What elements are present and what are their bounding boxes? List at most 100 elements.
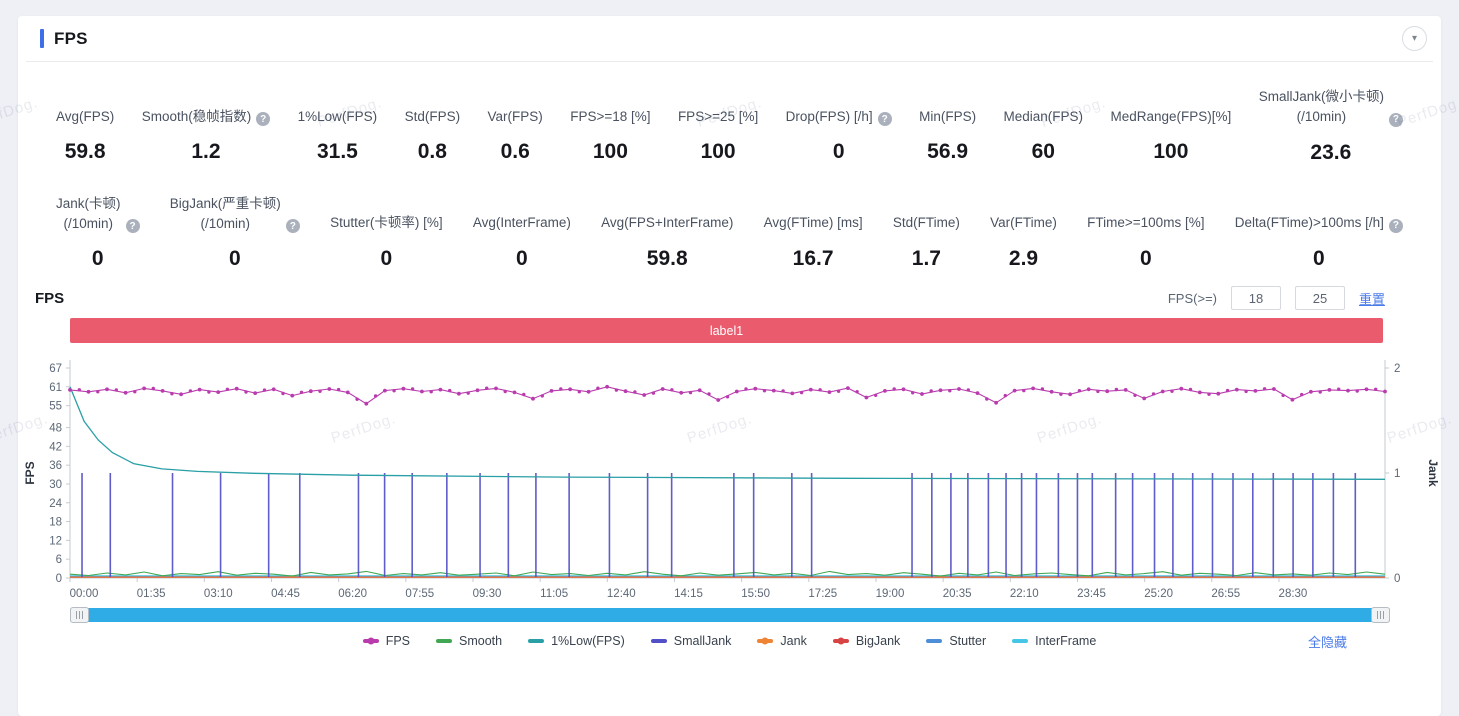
legend-item-bigjank[interactable]: BigJank xyxy=(832,634,901,648)
series-fps xyxy=(68,384,1387,406)
legend-item-smooth[interactable]: Smooth xyxy=(436,634,502,648)
header-divider xyxy=(26,61,1433,62)
metric-value: 0 xyxy=(832,140,845,163)
metric-label: Var(FTime) xyxy=(990,215,1057,231)
chart-scrollbar[interactable] xyxy=(70,607,1390,623)
svg-text:36: 36 xyxy=(49,460,62,472)
metric-value: 0.8 xyxy=(417,140,447,163)
metric-value: 1.7 xyxy=(911,246,941,270)
svg-text:42: 42 xyxy=(49,441,62,453)
panel-title: FPS xyxy=(54,28,88,48)
metric: Avg(FTime) [ms] 16.7 xyxy=(760,194,867,272)
svg-text:04:45: 04:45 xyxy=(271,588,300,600)
series-smooth xyxy=(69,570,1386,577)
help-icon[interactable]: ? xyxy=(1388,218,1403,233)
legend-item-fps[interactable]: FPS xyxy=(362,634,410,648)
series-smalljank xyxy=(81,473,1357,577)
legend-dot xyxy=(837,637,845,645)
metric-value: 1.2 xyxy=(191,140,221,163)
metric: 1%Low(FPS) 31.5 xyxy=(294,87,382,165)
svg-text:07:55: 07:55 xyxy=(405,588,434,600)
metric: Var(FTime) 2.9 xyxy=(986,194,1061,272)
metric: SmallJank(微小卡顿) (/10min)? 23.6 xyxy=(1255,87,1407,165)
metrics-row-2: Jank(卡顿) (/10min)? 0 BigJank(严重卡顿) (/10min… xyxy=(18,194,1441,272)
metric: FTime>=100ms [%] 0 xyxy=(1083,194,1208,272)
svg-text:55: 55 xyxy=(49,401,62,413)
metric-label: FPS>=25 [%] xyxy=(677,108,759,124)
svg-text:2: 2 xyxy=(1394,363,1400,375)
metric: Var(FPS) 0.6 xyxy=(484,87,547,165)
reset-link[interactable]: 重置 xyxy=(1358,291,1385,307)
metric: Avg(InterFrame) 0 xyxy=(469,194,575,272)
metric-value: 59.8 xyxy=(64,140,106,163)
legend-label: BigJank xyxy=(855,634,901,648)
legend-marker xyxy=(1012,639,1029,643)
svg-text:67: 67 xyxy=(49,363,62,375)
legend-item-smalljank[interactable]: SmallJank xyxy=(650,634,731,648)
hide-all-link[interactable]: 全隐藏 xyxy=(1307,635,1347,650)
svg-text:19:00: 19:00 xyxy=(876,588,905,600)
metric: BigJank(严重卡顿) (/10min)? 0 xyxy=(166,194,304,272)
metric-value: 0 xyxy=(516,246,528,270)
svg-text:0: 0 xyxy=(1394,573,1400,585)
svg-text:17:25: 17:25 xyxy=(808,588,837,600)
metric-label: Smooth(稳帧指数)? xyxy=(142,87,271,127)
y-axis-label-left: FPS xyxy=(23,461,37,484)
metric-value: 0 xyxy=(1312,246,1325,270)
metric-label: Stutter(卡顿率) [%] xyxy=(330,215,443,231)
accent-bar xyxy=(40,29,44,48)
svg-text:18: 18 xyxy=(49,517,62,529)
metric-label: Jank(卡顿) (/10min)? xyxy=(56,194,140,235)
svg-text:30: 30 xyxy=(49,479,62,491)
metrics-row-1: Avg(FPS) 59.8 Smooth(稳帧指数)? 1.2 1%Low(FPS) 31… xyxy=(18,87,1441,165)
help-icon[interactable]: ? xyxy=(125,219,140,233)
svg-text:28:30: 28:30 xyxy=(1279,588,1308,600)
metric-label: Std(FPS) xyxy=(404,108,461,124)
metric-label: Avg(FTime) [ms] xyxy=(763,215,863,231)
fps-filter: FPS(>=) 重置 xyxy=(1168,286,1385,310)
svg-text:11:05: 11:05 xyxy=(540,588,568,600)
metric-label: Drop(FPS) [/h]? xyxy=(786,87,892,127)
scrollbar-handle-right[interactable] xyxy=(1371,607,1390,623)
metric: Avg(FPS) 59.8 xyxy=(52,87,118,165)
help-icon[interactable]: ? xyxy=(1388,112,1403,127)
metric-value: 2.9 xyxy=(1008,246,1039,270)
chart-plot-area[interactable] xyxy=(70,360,1385,578)
svg-text:12: 12 xyxy=(49,535,62,547)
legend-item-interframe[interactable]: InterFrame xyxy=(1012,634,1096,648)
help-icon[interactable]: ? xyxy=(877,112,892,126)
chart-legend: FPS Smooth 1%Low(FPS) SmallJank Jank BigJank S… xyxy=(18,630,1441,652)
legend-item-jank[interactable]: Jank xyxy=(757,634,807,648)
metric-value: 100 xyxy=(592,140,628,163)
metric-value: 31.5 xyxy=(316,140,358,163)
help-icon[interactable]: ? xyxy=(256,112,271,126)
legend-item-1-low-fps-[interactable]: 1%Low(FPS) xyxy=(528,634,625,648)
legend-item-stutter[interactable]: Stutter xyxy=(926,634,986,648)
help-icon[interactable]: ? xyxy=(285,219,300,233)
metric-label: SmallJank(微小卡顿) (/10min)? xyxy=(1259,87,1403,128)
metric: Std(FPS) 0.8 xyxy=(401,87,465,165)
svg-text:1: 1 xyxy=(1394,468,1400,480)
metric-label: Std(FTime) xyxy=(892,215,960,231)
metric-value: 100 xyxy=(1153,140,1189,163)
metric: Stutter(卡顿率) [%] 0 xyxy=(326,194,447,272)
legend-marker xyxy=(650,639,667,643)
metric-label: MedRange(FPS)[%] xyxy=(1110,108,1232,124)
metric-value: 16.7 xyxy=(792,246,834,270)
metric: Avg(FPS+InterFrame) 59.8 xyxy=(597,194,737,272)
grip-icon xyxy=(76,611,83,619)
fps-threshold-input-2[interactable] xyxy=(1294,286,1345,310)
metric-value: 0 xyxy=(228,247,241,270)
fps-threshold-input-1[interactable] xyxy=(1230,286,1281,310)
legend-marker xyxy=(528,639,545,643)
svg-text:14:15: 14:15 xyxy=(674,588,703,600)
metric-label: 1%Low(FPS) xyxy=(297,108,378,124)
svg-text:0: 0 xyxy=(56,573,62,585)
metric-label: Median(FPS) xyxy=(1003,108,1084,124)
collapse-button[interactable]: ▾ xyxy=(1402,26,1427,51)
scrollbar-handle-left[interactable] xyxy=(70,607,89,623)
legend-marker xyxy=(926,639,943,643)
label-banner: label1 xyxy=(70,318,1383,343)
